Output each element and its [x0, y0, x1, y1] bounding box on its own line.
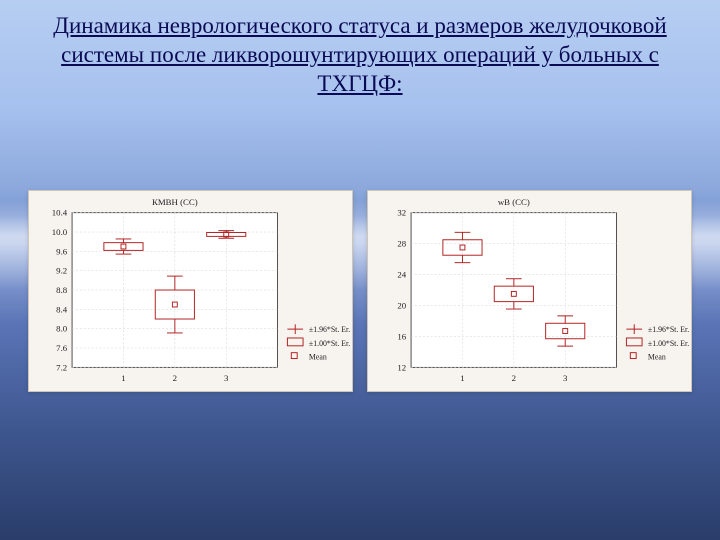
- svg-text:32: 32: [397, 208, 406, 218]
- svg-text:±1.00*St. Er.: ±1.00*St. Er.: [309, 339, 350, 348]
- slide-title: Динамика неврологического статуса и разм…: [0, 12, 720, 98]
- charts-row: 7.27.68.08.48.89.29.610.010.4123КМВН (СС…: [28, 190, 692, 392]
- svg-text:±1.00*St. Er.: ±1.00*St. Er.: [648, 339, 689, 348]
- svg-text:28: 28: [397, 239, 406, 249]
- svg-text:Mean: Mean: [309, 353, 327, 362]
- svg-text:2: 2: [512, 373, 516, 383]
- svg-text:24: 24: [397, 269, 406, 279]
- svg-text:3: 3: [563, 373, 568, 383]
- svg-text:Mean: Mean: [648, 353, 666, 362]
- svg-text:12: 12: [397, 362, 406, 372]
- svg-text:3: 3: [224, 373, 229, 383]
- chart-right: 121620242832123wВ (СС)±1.96*St. Er.±1.00…: [367, 190, 692, 392]
- svg-text:10.4: 10.4: [52, 208, 68, 218]
- svg-text:±1.96*St. Er.: ±1.96*St. Er.: [309, 325, 350, 334]
- svg-text:16: 16: [397, 331, 406, 341]
- svg-text:2: 2: [173, 373, 177, 383]
- svg-text:8.8: 8.8: [56, 285, 68, 295]
- svg-text:7.6: 7.6: [56, 343, 68, 353]
- svg-text:9.2: 9.2: [56, 266, 67, 276]
- chart-left: 7.2 7.6 8.0 8.4 8.8 9.2 9.6 10.0 10.4 1 2 3 КМВН (СС…: [28, 190, 353, 392]
- svg-text:±1.96*St. Er.: ±1.96*St. Er.: [648, 325, 689, 334]
- svg-text:8.4: 8.4: [56, 304, 68, 314]
- svg-text:1: 1: [121, 373, 125, 383]
- svg-text:10.0: 10.0: [52, 227, 68, 237]
- svg-text:КМВН (СС): КМВН (СС): [152, 197, 198, 207]
- svg-text:8.0: 8.0: [56, 324, 68, 334]
- svg-text:20: 20: [397, 300, 406, 310]
- svg-text:9.6: 9.6: [56, 246, 68, 256]
- svg-text:wВ (СС): wВ (СС): [498, 197, 530, 207]
- slide: Динамика неврологического статуса и разм…: [0, 0, 720, 540]
- svg-text:7.2: 7.2: [56, 362, 67, 372]
- svg-text:1: 1: [460, 373, 464, 383]
